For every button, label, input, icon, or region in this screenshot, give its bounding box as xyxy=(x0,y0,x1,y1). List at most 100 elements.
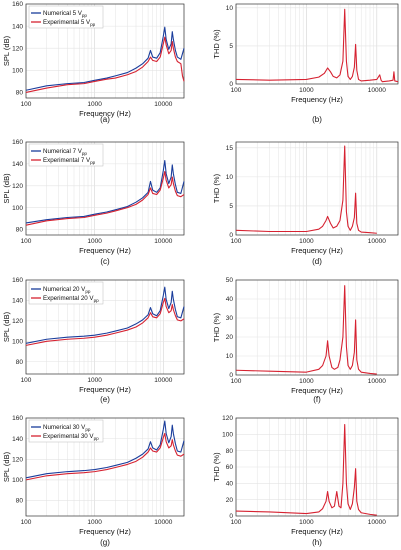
y-tick-label: 160 xyxy=(12,139,23,146)
y-tick-label: 5 xyxy=(229,203,233,210)
series-line-experimental xyxy=(25,170,185,226)
y-tick-label: 140 xyxy=(12,298,23,305)
x-tick-label: 1000 xyxy=(299,87,314,94)
y-tick-label: 120 xyxy=(12,183,23,190)
panel-caption: (e) xyxy=(100,395,110,404)
x-tick-label: 100 xyxy=(231,378,242,385)
x-axis-label: Frequency (Hz) xyxy=(79,385,131,394)
panel-caption: (f) xyxy=(313,395,321,404)
y-tick-label: 20 xyxy=(226,334,234,341)
y-tick-label: 140 xyxy=(12,161,23,168)
x-tick-label: 100 xyxy=(21,519,32,526)
chart-panel-g: 100 1000 10000 80 100 120 140 160 Frequency (Hz)… xyxy=(2,415,185,547)
panel-caption: (g) xyxy=(100,538,110,547)
axes-frame xyxy=(235,417,399,517)
y-tick-label: 40 xyxy=(226,481,234,488)
chart-panel-d: 100 1000 10000 0 5 10 15 Frequency (Hz) THD (%) (… xyxy=(212,141,399,266)
legend-label-subscript: pp xyxy=(85,427,91,432)
axes-frame xyxy=(25,279,185,375)
legend-label: Numerical 7 Vpp xyxy=(43,148,87,156)
legend-label-text: Experimental 30 V xyxy=(43,433,94,440)
x-tick-label: 1000 xyxy=(299,238,314,245)
legend-label-subscript: pp xyxy=(82,13,88,18)
chart-panel-a: 100 1000 10000 80 100 120 140 160 Frequency (Hz)… xyxy=(2,1,185,124)
legend-label: Numerical 20 Vpp xyxy=(43,286,91,294)
x-tick-label: 10000 xyxy=(154,377,172,384)
x-tick-label: 10000 xyxy=(368,238,386,245)
y-tick-label: 80 xyxy=(16,227,24,234)
legend-label: Numerical 30 Vpp xyxy=(43,424,91,432)
panel-caption: (c) xyxy=(100,257,110,266)
axes-frame xyxy=(235,3,399,85)
y-tick-label: 30 xyxy=(226,315,234,322)
y-tick-label: 80 xyxy=(226,448,234,455)
x-axis-label: Frequency (Hz) xyxy=(79,109,131,118)
y-axis-label: THD (%) xyxy=(212,29,221,59)
series-line-experimental xyxy=(25,36,185,94)
x-tick-label: 100 xyxy=(231,87,242,94)
y-axis-label: SPL (dB) xyxy=(2,35,11,66)
legend-label: Experimental 7 Vpp xyxy=(43,157,96,165)
x-tick-label: 100 xyxy=(231,238,242,245)
axes-frame xyxy=(25,417,185,517)
axes-frame xyxy=(25,3,185,99)
y-tick-label: 20 xyxy=(226,497,234,504)
legend-label-subscript: pp xyxy=(94,436,100,441)
panel-caption: (b) xyxy=(312,115,322,124)
x-tick-label: 10000 xyxy=(368,87,386,94)
y-tick-label: 0 xyxy=(229,81,233,88)
y-tick-label: 10 xyxy=(226,353,234,360)
y-tick-label: 160 xyxy=(12,415,23,422)
y-tick-label: 0 xyxy=(229,232,233,239)
legend-label-subscript: pp xyxy=(90,22,96,27)
y-tick-label: 15 xyxy=(226,145,234,152)
x-tick-label: 100 xyxy=(21,377,32,384)
series-line-numerical xyxy=(25,26,185,91)
x-axis-label: Frequency (Hz) xyxy=(291,95,343,104)
legend-label: Numerical 5 Vpp xyxy=(43,10,87,18)
legend-box xyxy=(28,281,104,305)
axes-frame xyxy=(25,141,185,236)
y-tick-label: 40 xyxy=(226,296,234,303)
legend-label-subscript: pp xyxy=(82,151,88,156)
y-tick-label: 80 xyxy=(16,498,24,505)
y-tick-label: 120 xyxy=(12,45,23,52)
series-line-numerical xyxy=(25,160,185,224)
series-line-thd xyxy=(235,8,399,83)
chart-panel-e: 100 1000 10000 80 100 120 140 160 Frequency (Hz)… xyxy=(2,277,185,404)
y-tick-label: 50 xyxy=(226,277,234,284)
legend-label-text: Numerical 5 V xyxy=(43,10,83,17)
y-axis-label: THD (%) xyxy=(212,173,221,203)
y-tick-label: 0 xyxy=(229,513,233,520)
x-axis-label: Frequency (Hz) xyxy=(291,527,343,536)
series-line-experimental xyxy=(25,432,185,481)
y-tick-label: 10 xyxy=(226,174,234,181)
y-axis-label: THD (%) xyxy=(212,312,221,342)
x-tick-label: 100 xyxy=(21,238,32,245)
y-tick-label: 160 xyxy=(12,1,23,8)
series-line-thd xyxy=(235,145,377,234)
legend-label: Experimental 5 Vpp xyxy=(43,19,96,27)
x-tick-label: 1000 xyxy=(299,519,314,526)
chart-panel-h: 100 1000 10000 0 20 40 60 80 100 120 Frequency (Hz… xyxy=(212,415,399,547)
y-tick-label: 100 xyxy=(12,339,23,346)
y-tick-label: 100 xyxy=(12,477,23,484)
y-tick-label: 5 xyxy=(229,43,233,50)
x-tick-label: 100 xyxy=(21,101,32,108)
x-axis-label: Frequency (Hz) xyxy=(79,527,131,536)
y-tick-label: 120 xyxy=(12,318,23,325)
x-tick-label: 1000 xyxy=(299,378,314,385)
x-tick-label: 10000 xyxy=(154,238,172,245)
y-axis-label: THD (%) xyxy=(212,452,221,482)
series-line-experimental xyxy=(25,297,185,346)
y-tick-label: 140 xyxy=(12,23,23,30)
y-axis-label: SPL (dB) xyxy=(2,311,11,342)
legend-label-subscript: pp xyxy=(90,160,96,165)
panel-caption: (h) xyxy=(312,538,322,547)
y-tick-label: 120 xyxy=(222,415,233,422)
legend-box xyxy=(28,143,104,167)
series-line-thd xyxy=(235,285,377,375)
x-axis-label: Frequency (Hz) xyxy=(291,386,343,395)
